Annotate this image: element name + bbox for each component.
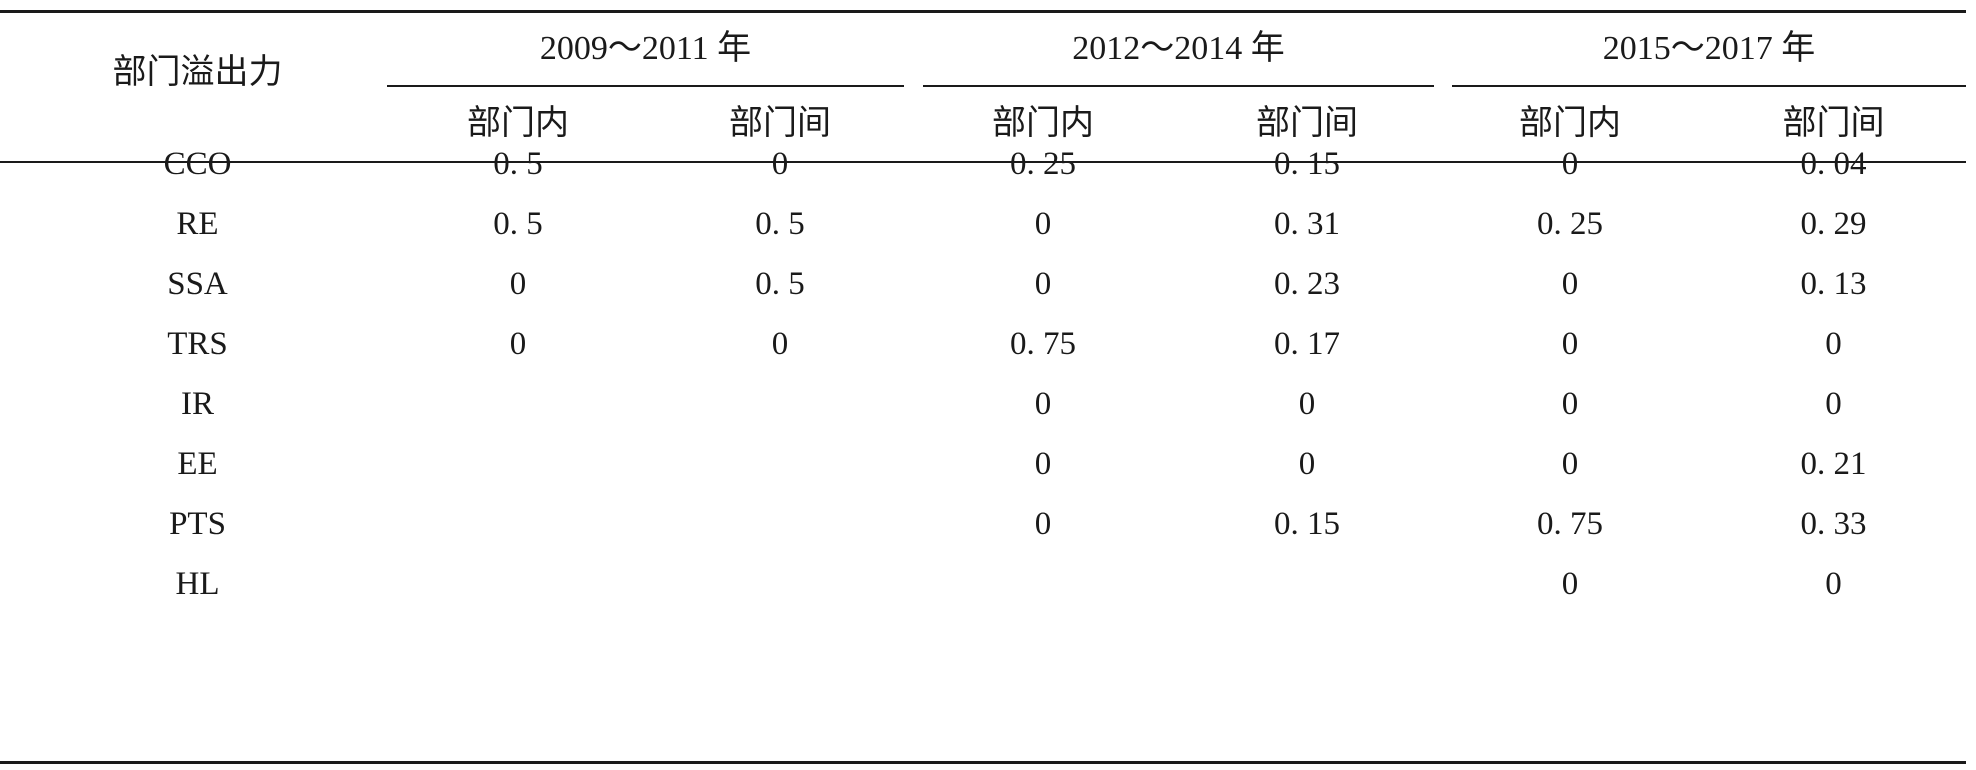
- table-cell: 0: [1561, 266, 1579, 302]
- table-cell: 0: [1825, 566, 1842, 602]
- subheader-within-2: 部门内: [992, 105, 1094, 142]
- subheader-between-1: 部门间: [729, 105, 831, 142]
- table-cell: 0: [1561, 146, 1579, 182]
- table-cell: 0: [1561, 326, 1579, 362]
- table-cell: 0. 5: [493, 146, 543, 182]
- subheader-within-1: 部门内: [467, 105, 569, 142]
- table-cell: 0: [1825, 326, 1842, 362]
- table-cell: 0. 25: [1537, 206, 1603, 242]
- row-label: CCO: [163, 146, 232, 182]
- table-cell: 0. 15: [1274, 506, 1340, 542]
- table-cell: 0. 75: [1537, 506, 1603, 542]
- table-cell: 0: [1034, 266, 1052, 302]
- period-3-underline: [1452, 85, 1966, 87]
- top-rule: [0, 10, 1966, 13]
- table-cell: 0. 31: [1274, 206, 1340, 242]
- table-cell: 0. 75: [1010, 326, 1076, 362]
- table-cell: 0. 15: [1274, 146, 1340, 182]
- table-cell: 0. 21: [1800, 446, 1867, 482]
- table-cell: 0: [509, 266, 527, 302]
- table-cell: 0: [1561, 566, 1579, 602]
- table-cell: 0: [1561, 446, 1579, 482]
- period-1-underline: [387, 85, 904, 87]
- table-cell: 0. 13: [1800, 266, 1867, 302]
- period-header-2009-2011: 2009～2011 年: [539, 30, 752, 67]
- row-label: SSA: [167, 266, 228, 302]
- row-label: IR: [181, 386, 214, 422]
- table-cell: 0. 33: [1800, 506, 1867, 542]
- header-bottom-rule: [0, 161, 1966, 163]
- table-cell: 0: [509, 326, 527, 362]
- table-cell: 0: [1298, 446, 1316, 482]
- table-cell: 0: [1034, 206, 1052, 242]
- table-cell: 0: [1825, 386, 1842, 422]
- table-cell: 0. 23: [1274, 266, 1340, 302]
- table-cell: 0. 5: [755, 206, 805, 242]
- bottom-rule: [0, 761, 1966, 764]
- subheader-between-2: 部门间: [1256, 105, 1358, 142]
- table-cell: 0. 5: [493, 206, 543, 242]
- period-header-2012-2014: 2012～2014 年: [1072, 30, 1285, 67]
- row-label: EE: [177, 446, 218, 482]
- table-cell: 0: [1034, 446, 1052, 482]
- table-cell: 0: [1298, 386, 1316, 422]
- table-cell: 0: [1561, 386, 1579, 422]
- row-label: PTS: [169, 506, 226, 542]
- subheader-within-3: 部门内: [1519, 105, 1621, 142]
- period-header-2015-2017: 2015～2017 年: [1602, 30, 1816, 67]
- subheader-between-3: 部门间: [1782, 105, 1885, 142]
- period-2-underline: [923, 85, 1434, 87]
- table-cell: 0. 04: [1800, 146, 1867, 182]
- table-cell: 0. 25: [1010, 146, 1076, 182]
- row-label: RE: [176, 206, 219, 242]
- table-cell: 0: [1034, 386, 1052, 422]
- row-label: HL: [175, 566, 220, 602]
- corner-header: 部门溢出力: [112, 54, 283, 91]
- table-cell: 0. 17: [1274, 326, 1340, 362]
- row-label: TRS: [167, 326, 228, 362]
- table-cell: 0: [771, 146, 789, 182]
- table-cell: 0: [771, 326, 789, 362]
- table-cell: 0. 5: [755, 266, 805, 302]
- table-cell: 0: [1034, 506, 1052, 542]
- table-cell: 0. 29: [1800, 206, 1867, 242]
